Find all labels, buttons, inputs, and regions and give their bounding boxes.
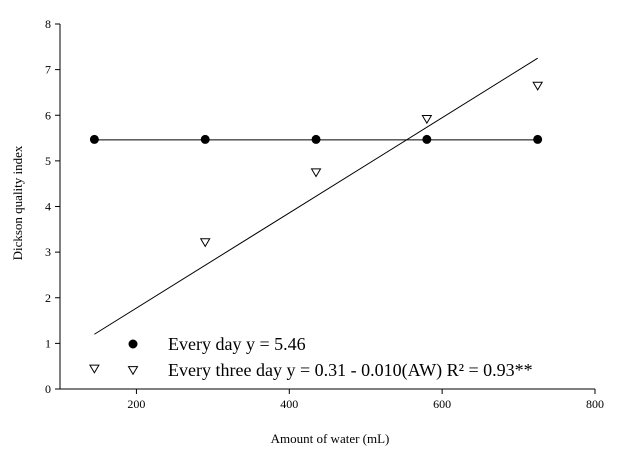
series-1-point: [200, 134, 210, 144]
x-tick-label: 600: [433, 397, 451, 411]
y-tick-label: 1: [45, 336, 51, 350]
y-tick-label: 3: [45, 245, 51, 259]
series-2-point: [421, 115, 433, 125]
legend-label-1: Every day y = 5.46: [168, 334, 306, 354]
series-2-point: [199, 238, 211, 248]
y-tick-label: 4: [45, 200, 51, 214]
y-tick-label: 5: [45, 154, 51, 168]
series-2-fit-line: [94, 57, 538, 335]
series-1-point: [533, 134, 543, 144]
series-2-point: [532, 81, 544, 91]
legend: Every day y = 5.46 Every three day y = 0.…: [127, 334, 533, 381]
series-2-point: [89, 364, 100, 374]
y-tick-label: 0: [45, 382, 51, 396]
series-1-point: [311, 134, 321, 144]
x-tick-label: 800: [586, 397, 604, 411]
legend-marker-2: [127, 366, 139, 376]
series-2-point: [310, 168, 322, 178]
y-tick-label: 6: [45, 108, 51, 122]
x-axis-label: Amount of water (mL): [271, 431, 390, 446]
y-tick-label: 7: [45, 63, 51, 77]
y-tick-label: 2: [45, 291, 51, 305]
series-1-point: [89, 134, 99, 144]
y-tick-label: 8: [45, 17, 51, 31]
x-tick-label: 200: [127, 397, 145, 411]
legend-label-2: Every three day y = 0.31 - 0.010(AW) R² …: [168, 360, 533, 381]
y-axis-label: Dickson quality index: [10, 145, 25, 260]
series-1-point: [422, 134, 432, 144]
plot-area: 0 1 2 3 4 5 6 7 8 200 400 600 800: [45, 17, 604, 411]
x-tick-label: 400: [280, 397, 298, 411]
legend-marker-1: [128, 339, 138, 349]
